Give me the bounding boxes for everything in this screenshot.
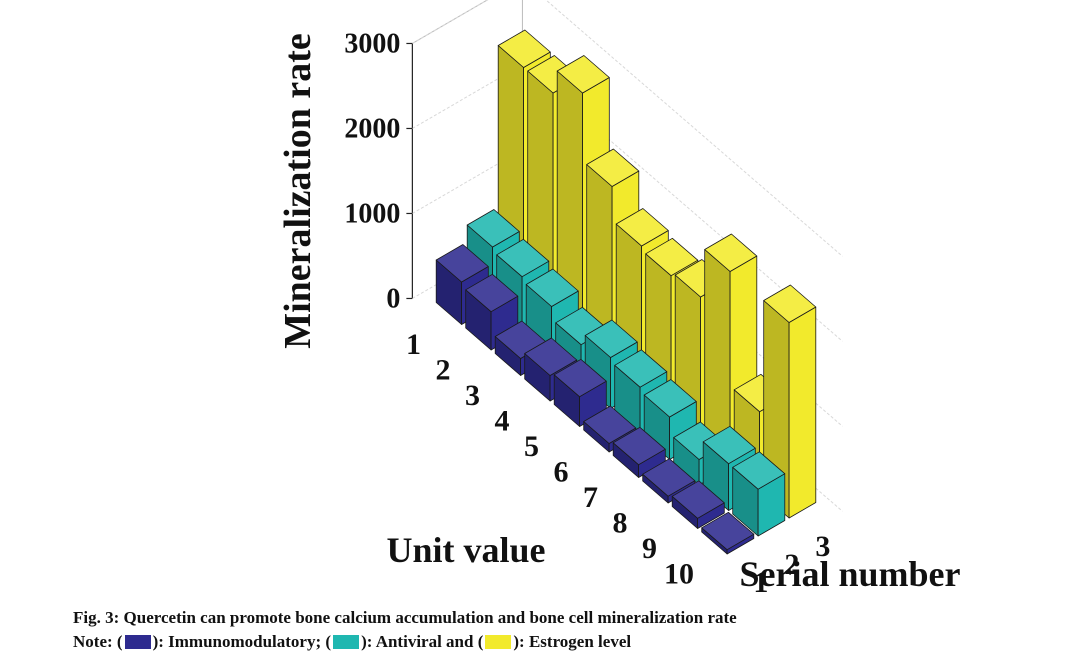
- top-edge-left: [412, 0, 489, 44]
- bar-immunomodulatory-5: [553, 358, 607, 427]
- serial-tick-label: 1: [753, 566, 768, 599]
- note-estrogen: ): Estrogen level: [513, 632, 632, 651]
- note-antiviral: ): Antiviral and (: [361, 632, 484, 651]
- chart-figure: 0 1000 2000 3000 1 2 3 4 5 6 7 8 9 10 1 2 3 Unit value Ser…: [277, 0, 961, 599]
- x-tick-label: 7: [583, 481, 598, 514]
- bar-immunomodulatory-10: [701, 511, 755, 555]
- figure-caption: Fig. 3: Quercetin can promote bone calci…: [73, 606, 1073, 654]
- note-immunomodulatory: ): Immunomodulatory; (: [152, 632, 332, 651]
- x-tick-label: 5: [524, 430, 539, 463]
- y-tick-label: 0: [386, 283, 400, 314]
- x-tick-label: 3: [465, 379, 480, 412]
- caption-title: Fig. 3: Quercetin can promote bone calci…: [73, 608, 737, 627]
- y-tick-label: 1000: [344, 198, 400, 229]
- x-tick-label: 10: [664, 558, 694, 591]
- x-tick-label: 2: [435, 354, 450, 387]
- serial-tick-label: 2: [784, 548, 799, 581]
- y-axis-label: Mineralization rate: [277, 33, 319, 349]
- y-tick-label: 2000: [344, 113, 400, 144]
- x-axis-label: Unit value: [386, 530, 545, 570]
- x-tick-label: 6: [553, 456, 568, 489]
- y-tick-label: 3000: [344, 28, 400, 59]
- x-tick-label: 9: [642, 532, 657, 565]
- caption-note: Note: ( ): Immunomodulatory; ( ): Antivi…: [73, 630, 1073, 654]
- x-tick-label: 4: [494, 405, 509, 438]
- bar-antiviral-10: [732, 451, 786, 537]
- bar-immunomodulatory-9: [671, 480, 725, 529]
- x-tick-label: 1: [406, 328, 421, 361]
- immunomodulatory-swatch: [124, 635, 151, 649]
- serial-tick-label: 3: [815, 530, 830, 563]
- gridline: [412, 0, 843, 257]
- antiviral-swatch: [333, 635, 360, 649]
- estrogen-swatch: [485, 635, 512, 649]
- bar-immunomodulatory-7: [612, 426, 666, 478]
- serial-axis-label: Serial number: [740, 554, 961, 594]
- x-tick-label: 8: [612, 507, 627, 540]
- note-prefix: Note: (: [73, 632, 123, 651]
